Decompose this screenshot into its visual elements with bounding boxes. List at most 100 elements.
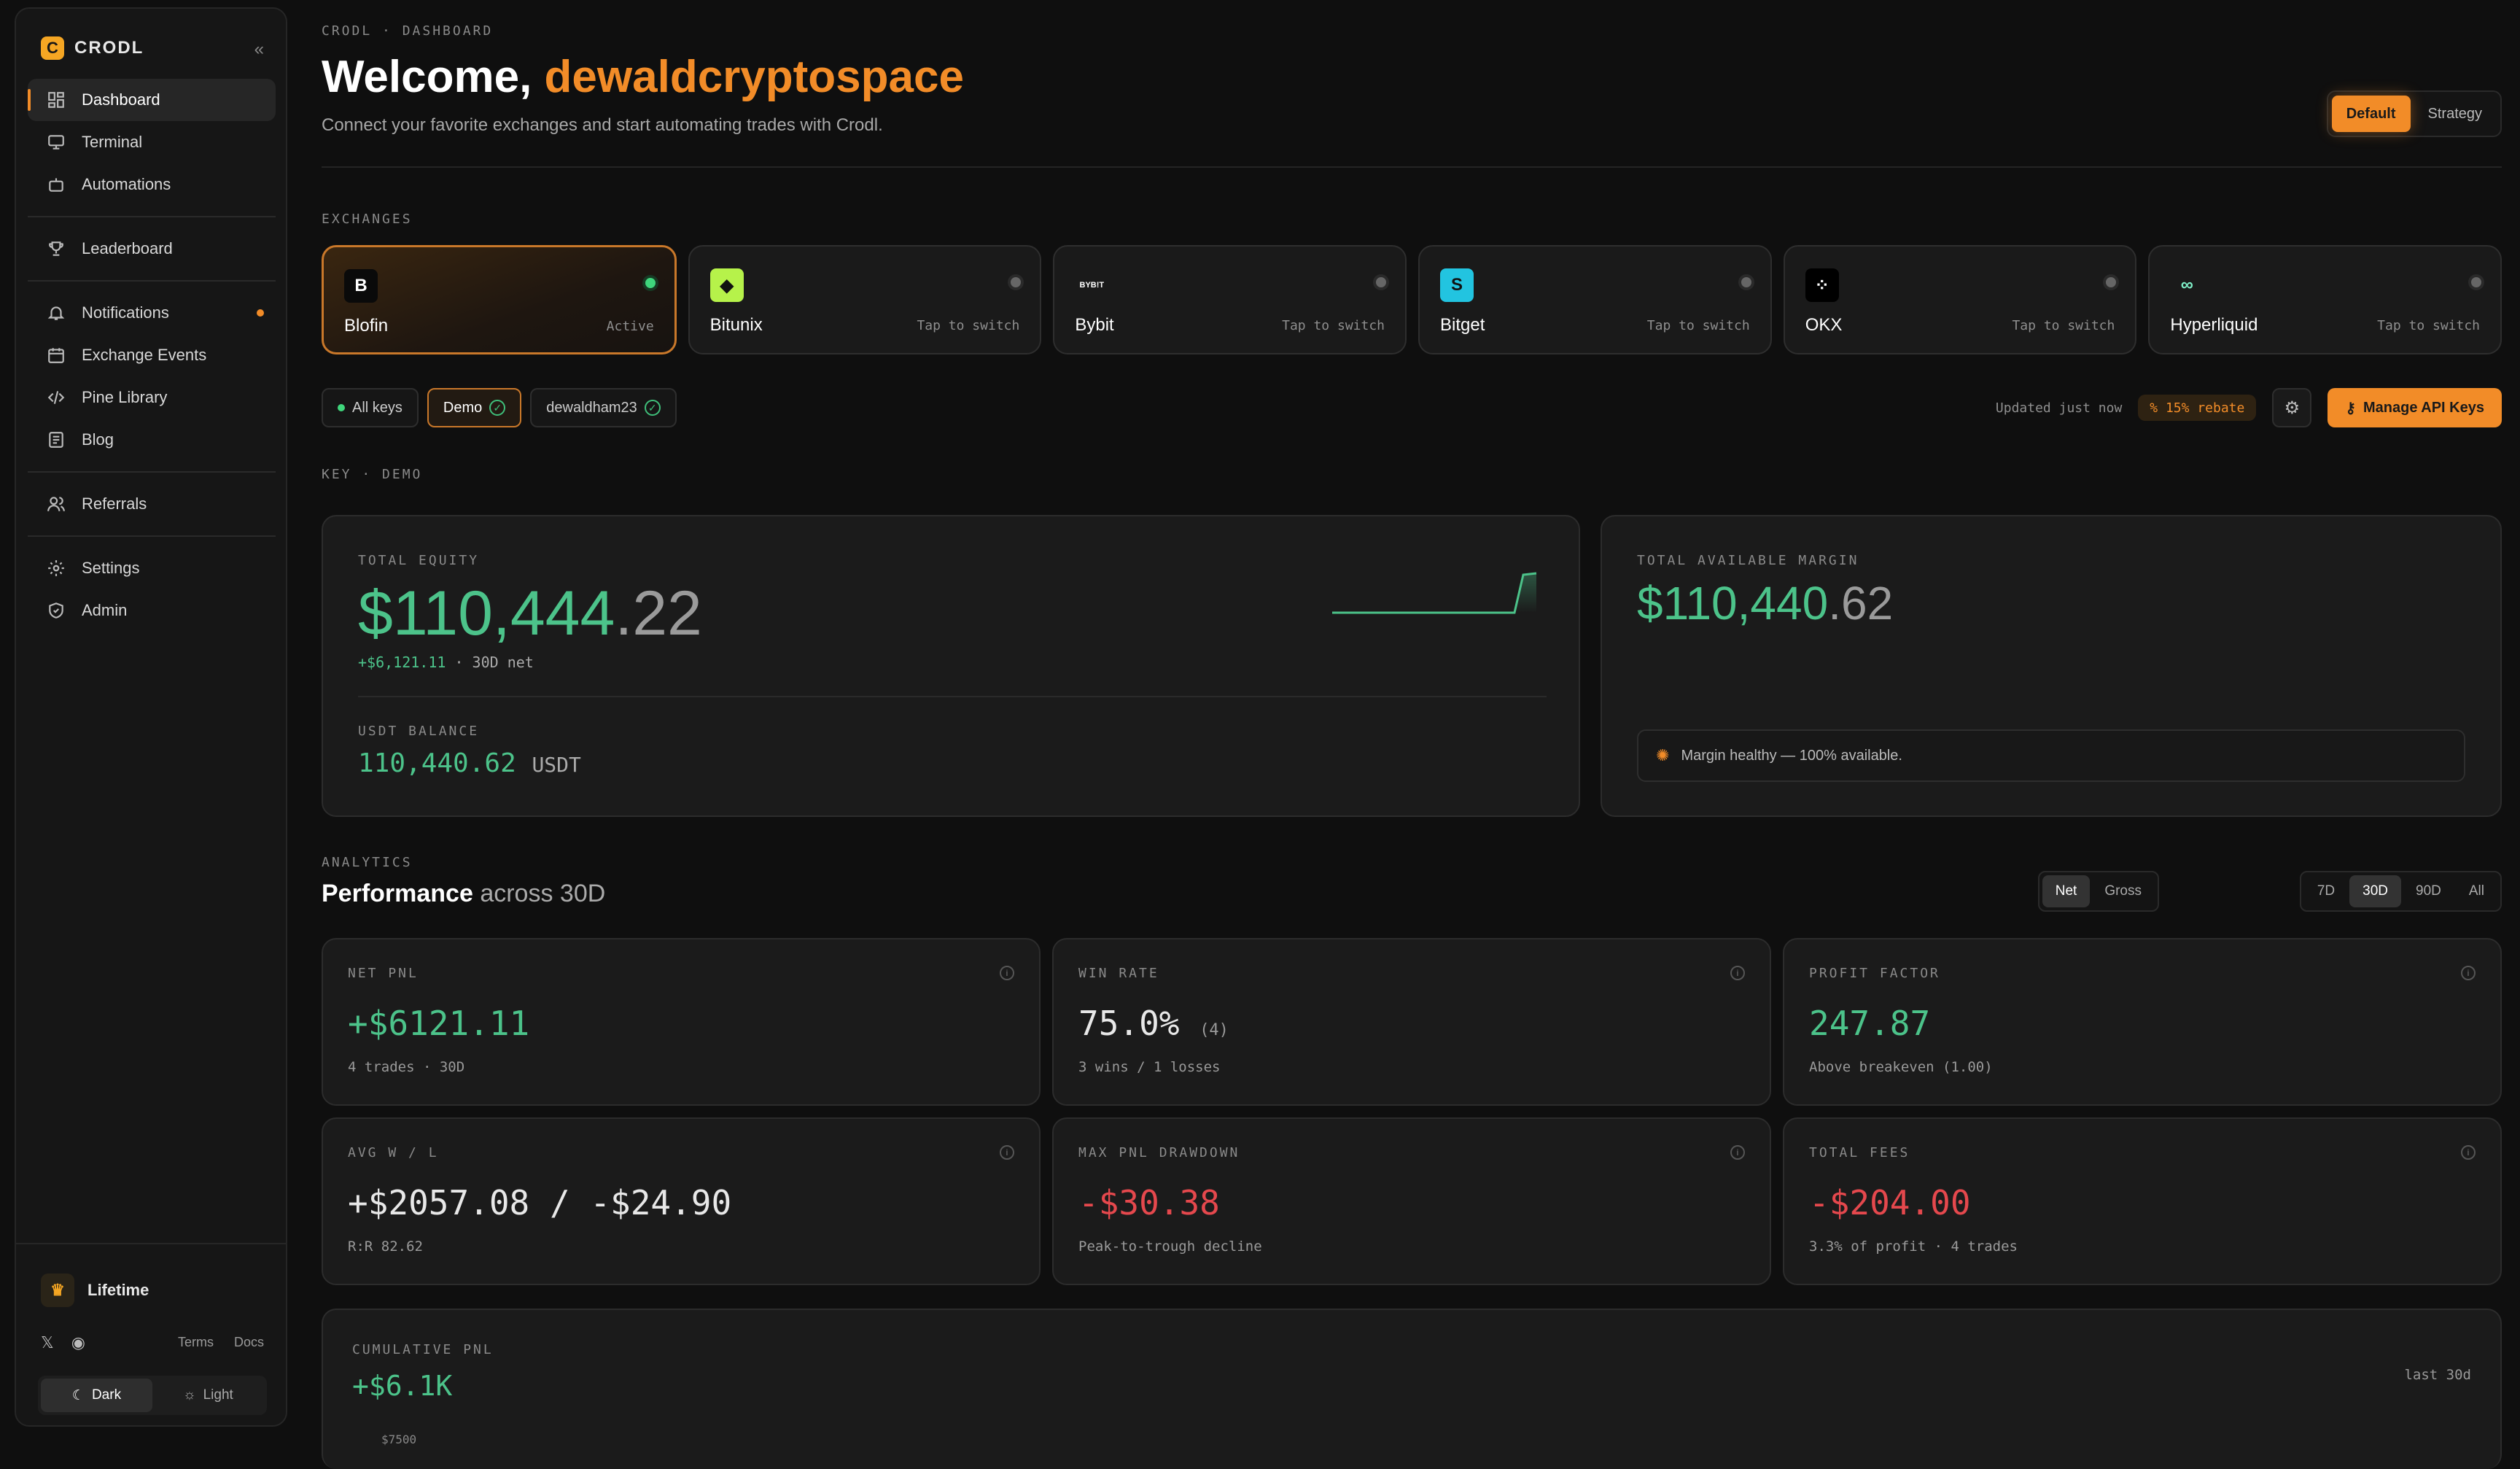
sidebar-item-referrals[interactable]: Referrals <box>28 483 276 525</box>
exchange-status: Active <box>606 319 654 334</box>
stat-sub: 3 wins / 1 losses <box>1078 1059 1221 1075</box>
status-dot <box>2471 277 2482 287</box>
margin-whole: $110,440 <box>1637 577 1829 629</box>
sidebar-item-notifications[interactable]: Notifications <box>28 292 276 334</box>
sun-icon: ☼ <box>183 1387 196 1403</box>
stat-label: NET PNL <box>348 966 419 981</box>
crown-icon: ♛ <box>41 1274 74 1307</box>
exchange-card-bitunix[interactable]: ◆ Bitunix Tap to switch <box>688 245 1042 354</box>
y-axis-tick: $7500 <box>381 1433 417 1446</box>
robot-icon <box>49 178 63 192</box>
chip-label: All keys <box>352 399 402 416</box>
theme-dark-button[interactable]: ☾ Dark <box>41 1379 152 1412</box>
analytics-title: Performance across 30D <box>322 880 605 908</box>
info-icon[interactable]: i <box>1730 1145 1745 1160</box>
usdt-balance: 110,440.62 USDT <box>358 748 581 778</box>
terms-link[interactable]: Terms <box>177 1335 214 1349</box>
range-all-button[interactable]: All <box>2468 883 2484 899</box>
stat-label: MAX PNL DRAWDOWN <box>1078 1145 1240 1160</box>
bitget-logo-icon: S <box>1440 268 1474 302</box>
key-icon: ⚷ <box>2345 400 2356 416</box>
status-dot <box>1376 277 1387 287</box>
collapse-sidebar-icon[interactable]: « <box>254 39 264 59</box>
sidebar-item-pine-library[interactable]: Pine Library <box>28 376 276 419</box>
stat-value: 247.87 <box>1809 1004 1930 1043</box>
stat-card-avg-w-l: AVG W / L i +$2057.08 / -$24.90 R:R 82.62 <box>322 1117 1041 1285</box>
divider <box>358 696 1547 697</box>
equity-label: TOTAL EQUITY <box>358 553 480 568</box>
exchange-card-bitget[interactable]: S Bitget Tap to switch <box>1418 245 1772 354</box>
sidebar-item-dashboard[interactable]: Dashboard <box>28 79 276 121</box>
info-icon[interactable]: i <box>2461 966 2476 980</box>
sidebar-item-automations[interactable]: Automations <box>28 163 276 206</box>
view-mode-toggle: Default Strategy <box>2326 90 2502 137</box>
exchange-card-hyperliquid[interactable]: ∞ Hyperliquid Tap to switch <box>2148 245 2502 354</box>
net-button[interactable]: Net <box>2042 875 2091 907</box>
stat-card-net-pnl: NET PNL i +$6121.11 4 trades · 30D <box>322 938 1041 1106</box>
cumulative-pnl-card: CUMULATIVE PNL +$6.1K last 30d $7500 <box>322 1309 2502 1469</box>
range-30d-button[interactable]: 30D <box>2349 875 2402 907</box>
sidebar-item-leaderboard[interactable]: Leaderboard <box>28 228 276 270</box>
theme-light-button[interactable]: ☼ Light <box>152 1379 264 1412</box>
manage-api-keys-button[interactable]: ⚷ Manage API Keys <box>2328 388 2502 427</box>
page-title: Welcome, dewaldcryptospace <box>322 51 964 103</box>
blofin-logo-icon: B <box>344 269 378 303</box>
code-icon <box>47 391 65 404</box>
calendar-icon <box>48 348 64 363</box>
stat-sub: 3.3% of profit · 4 trades <box>1809 1239 2018 1255</box>
equity-whole: $110,444 <box>358 578 615 648</box>
key-toolbar: Updated just now % 15% rebate ⚙ ⚷ Manage … <box>1996 388 2502 427</box>
exchange-status: Tap to switch <box>1282 318 1385 333</box>
chip-label: dewaldham23 <box>546 399 637 416</box>
gross-button[interactable]: Gross <box>2104 883 2142 899</box>
users-icon <box>47 497 65 511</box>
all-keys-chip[interactable]: All keys <box>322 388 419 427</box>
status-dot <box>338 404 345 411</box>
sidebar-item-label: Settings <box>82 559 140 577</box>
demo-key-chip[interactable]: Demo ✓ <box>427 388 522 427</box>
x-icon[interactable]: 𝕏 <box>41 1333 54 1352</box>
exchange-status: Tap to switch <box>2012 318 2115 333</box>
brand[interactable]: C CRODL <box>41 36 144 60</box>
stat-value-text: +$6121.11 <box>348 1004 530 1043</box>
sidebar-item-admin[interactable]: Admin <box>28 589 276 632</box>
button-label: Manage API Keys <box>2363 399 2484 416</box>
range-7d-button[interactable]: 7D <box>2317 883 2336 899</box>
exchange-name: Bitget <box>1440 315 1485 335</box>
usdt-unit: USDT <box>532 753 581 777</box>
range-90d-button[interactable]: 90D <box>2416 883 2441 899</box>
info-icon[interactable]: i <box>2461 1145 2476 1160</box>
exchange-card-bybit[interactable]: BYB!T Bybit Tap to switch <box>1053 245 1407 354</box>
mode-strategy-button[interactable]: Strategy <box>2427 105 2482 122</box>
info-icon[interactable]: i <box>1000 1145 1014 1160</box>
info-icon[interactable]: i <box>1000 966 1014 980</box>
sidebar-item-label: Terminal <box>82 133 143 151</box>
sidebar-item-label: Blog <box>82 430 114 449</box>
exchange-card-blofin[interactable]: B Blofin Active <box>322 245 677 354</box>
divider <box>28 280 276 282</box>
plan-badge[interactable]: ♛ Lifetime <box>41 1274 149 1307</box>
okx-logo-icon: ⁘ <box>1805 268 1839 302</box>
cumulative-range: last 30d <box>2404 1367 2471 1383</box>
username: dewaldcryptospace <box>544 52 964 102</box>
discord-icon[interactable]: ◉ <box>71 1333 85 1352</box>
sidebar-item-label: Dashboard <box>82 90 160 109</box>
user-key-chip[interactable]: dewaldham23 ✓ <box>530 388 677 427</box>
stat-value: -$30.38 <box>1078 1183 1220 1222</box>
mode-default-button[interactable]: Default <box>2331 96 2411 132</box>
sidebar-item-exchange-events[interactable]: Exchange Events <box>28 334 276 376</box>
monitor-icon <box>48 135 64 150</box>
info-icon[interactable]: i <box>1730 966 1745 980</box>
stat-card-win-rate: WIN RATE i 75.0% (4) 3 wins / 1 losses <box>1052 938 1771 1106</box>
sidebar-item-terminal[interactable]: Terminal <box>28 121 276 163</box>
sidebar-footer: ♛ Lifetime 𝕏 ◉ Terms Docs ☾ Dark ☼ Light <box>16 1243 286 1425</box>
sidebar-item-settings[interactable]: Settings <box>28 547 276 589</box>
theme-light-label: Light <box>203 1387 233 1403</box>
sidebar-item-blog[interactable]: Blog <box>28 419 276 461</box>
key-section-label: KEY · DEMO <box>322 467 423 482</box>
docs-link[interactable]: Docs <box>233 1335 264 1349</box>
gear-icon[interactable]: ⚙ <box>2272 388 2312 427</box>
usdt-value: 110,440.62 <box>358 748 516 778</box>
sidebar-item-label: Admin <box>82 601 128 619</box>
exchange-card-okx[interactable]: ⁘ OKX Tap to switch <box>1783 245 2137 354</box>
